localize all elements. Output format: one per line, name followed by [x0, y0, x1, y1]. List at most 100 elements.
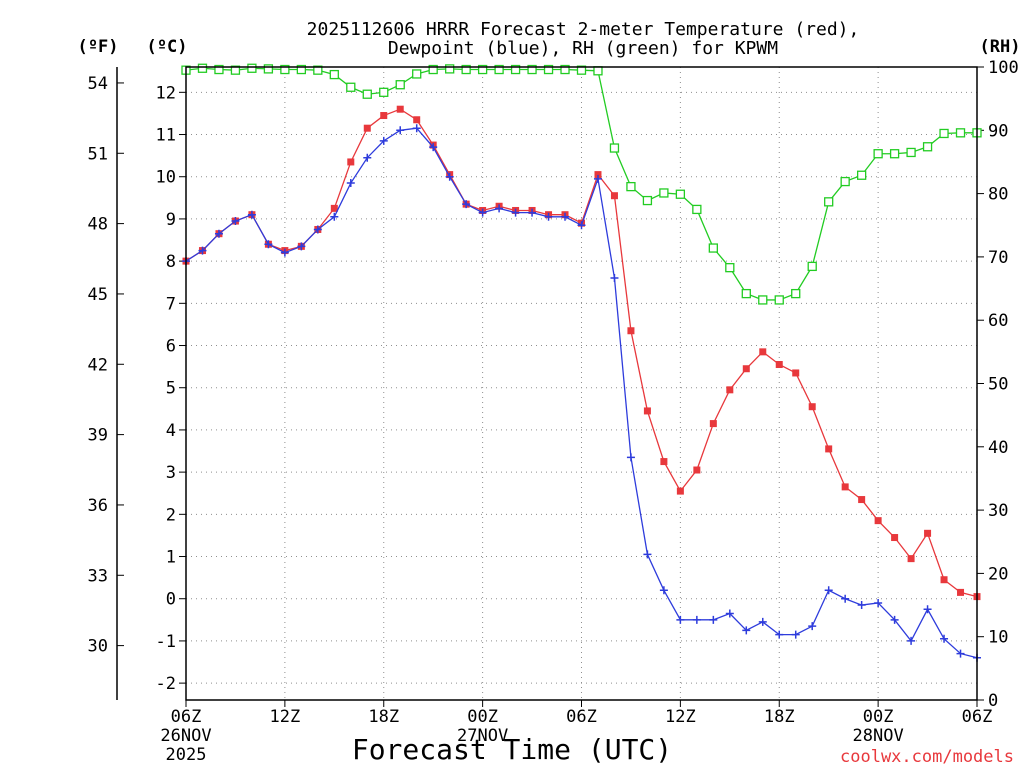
fahrenheit-tick-label: 48 — [88, 215, 108, 235]
data-point — [824, 197, 834, 207]
celsius-tick-label: 10 — [156, 168, 176, 188]
data-point — [346, 179, 355, 188]
x-axis-title: Forecast Time (UTC) — [352, 733, 672, 766]
data-point — [576, 65, 587, 75]
series-dewpoint — [182, 124, 981, 662]
celsius-tick-label: 12 — [156, 83, 176, 103]
data-point — [676, 615, 685, 624]
fahrenheit-tick-label: 33 — [88, 566, 108, 586]
data-point — [891, 534, 899, 542]
data-point — [939, 128, 949, 139]
rh-tick-label: 80 — [988, 185, 1008, 205]
celsius-tick-label: 6 — [166, 337, 176, 357]
time-tick-label: 06Z — [566, 707, 597, 727]
data-point — [626, 453, 635, 462]
data-point — [791, 288, 801, 299]
data-point — [330, 212, 339, 221]
rh-unit-label: (RH) — [980, 37, 1021, 57]
date-label: 28NOV — [853, 726, 904, 746]
data-point — [889, 149, 900, 159]
data-point — [214, 64, 224, 75]
celsius-tick-label: 5 — [166, 379, 176, 399]
data-point — [907, 636, 916, 645]
data-point — [593, 174, 602, 183]
time-tick-label: 00Z — [467, 707, 498, 727]
time-tick-label: 06Z — [962, 707, 993, 727]
data-point — [759, 348, 767, 356]
data-point — [775, 630, 784, 639]
data-point — [560, 64, 570, 75]
data-point — [709, 615, 718, 624]
data-point — [906, 147, 916, 158]
data-point — [230, 65, 241, 75]
fahrenheit-tick-label: 30 — [88, 637, 108, 657]
data-point — [841, 483, 849, 491]
series-line — [185, 67, 977, 301]
data-point — [758, 295, 768, 305]
data-point — [313, 65, 323, 75]
data-point — [873, 149, 883, 159]
data-point — [477, 64, 488, 75]
data-point — [922, 142, 933, 152]
time-tick-label: 12Z — [270, 707, 301, 727]
data-point — [362, 89, 372, 99]
time-axis: 06Z 12Z 18Z 00Z 06Z 12Z 18Z 00Z 06Z26NOV202527NO… — [160, 700, 992, 765]
data-point — [725, 609, 734, 618]
data-point — [824, 586, 833, 595]
celsius-tick-label: -2 — [156, 674, 176, 694]
rh-tick-label: 0 — [988, 691, 998, 711]
celsius-tick-label: 2 — [166, 505, 176, 525]
fahrenheit-tick-label: 39 — [88, 426, 108, 446]
data-point — [792, 369, 800, 377]
data-point — [527, 64, 537, 75]
data-point — [659, 586, 668, 595]
data-point — [627, 327, 635, 335]
rh-tick-label: 100 — [988, 58, 1019, 78]
data-point — [957, 588, 965, 596]
data-point — [561, 212, 570, 221]
data-point — [708, 243, 718, 253]
celsius-tick-label: 1 — [166, 548, 176, 568]
data-point — [858, 496, 866, 504]
celsius-tick-label: 11 — [156, 126, 176, 146]
fahrenheit-axis: 30 33 36 39 42 45 48 51 54 — [88, 67, 124, 700]
data-point — [955, 128, 966, 138]
data-point — [263, 64, 274, 74]
data-point — [494, 64, 504, 75]
data-point — [379, 136, 388, 145]
rh-tick-label: 40 — [988, 438, 1008, 458]
data-point — [725, 263, 735, 273]
data-point — [856, 170, 867, 180]
time-tick-label: 12Z — [665, 707, 696, 727]
date-label: 27NOV — [457, 726, 508, 746]
data-point — [840, 176, 850, 187]
celsius-unit-label: (ºC) — [147, 37, 188, 57]
rh-tick-label: 10 — [988, 628, 1008, 648]
data-point — [247, 63, 257, 73]
data-point — [758, 617, 767, 626]
time-tick-label: 18Z — [764, 707, 795, 727]
rh-tick-label: 70 — [988, 248, 1008, 268]
source-credit: coolwx.com/models — [840, 747, 1014, 767]
data-point — [396, 105, 404, 113]
data-point — [231, 217, 240, 226]
data-point — [642, 195, 653, 206]
fahrenheit-tick-label: 54 — [88, 74, 108, 94]
fahrenheit-tick-label: 42 — [88, 355, 108, 375]
chart-title-line1: 2025112606 HRRR Forecast 2-meter Tempera… — [307, 19, 860, 40]
data-point — [956, 649, 965, 658]
data-point — [741, 288, 751, 299]
data-point — [462, 200, 471, 209]
data-point — [197, 63, 208, 73]
data-point — [296, 64, 307, 75]
fahrenheit-tick-label: 36 — [88, 496, 108, 516]
data-point — [363, 153, 372, 162]
data-point — [742, 365, 750, 373]
data-point — [346, 82, 356, 92]
data-point — [857, 601, 866, 610]
data-point — [643, 550, 652, 559]
data-point — [396, 126, 405, 135]
data-point — [412, 69, 422, 79]
data-point — [610, 274, 619, 282]
rh-tick-label: 20 — [988, 564, 1008, 584]
